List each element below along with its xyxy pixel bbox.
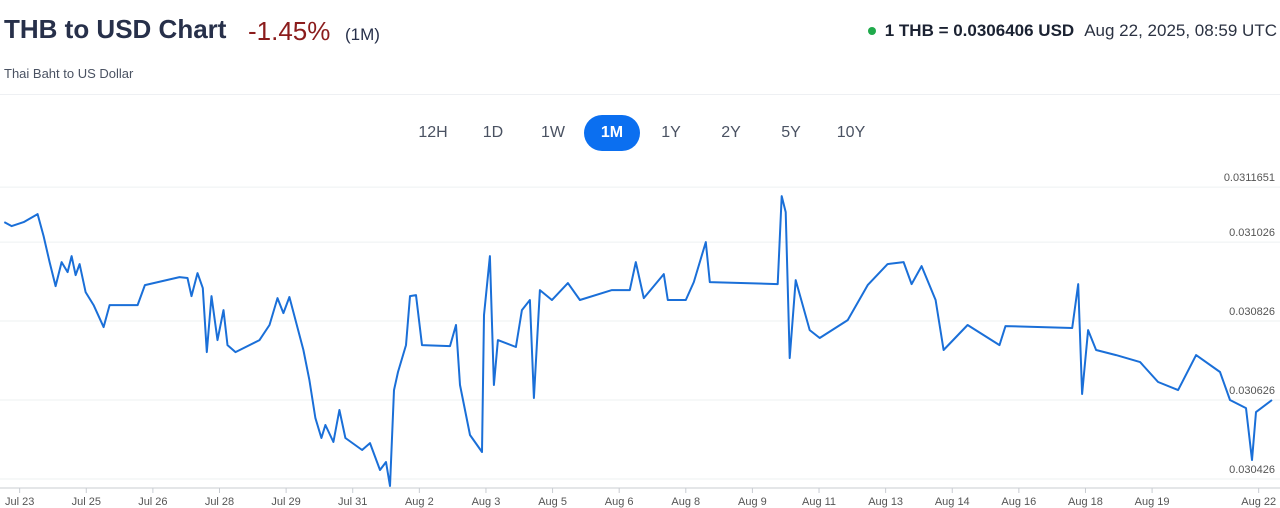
x-tick-label: Aug 9 — [738, 496, 767, 508]
range-button[interactable]: 2Y — [702, 115, 760, 151]
rate-box: 1 THB = 0.0306406 USD Aug 22, 2025, 08:5… — [867, 21, 1277, 41]
y-tick-label: 0.030826 — [1229, 306, 1275, 318]
period: (1M) — [345, 25, 380, 44]
x-tick-label: Aug 3 — [472, 496, 501, 508]
range-button[interactable]: 12H — [404, 115, 462, 151]
x-tick-label: Jul 23 — [5, 496, 34, 508]
range-button[interactable]: 10Y — [822, 115, 880, 151]
x-tick-label: Aug 16 — [1001, 496, 1036, 508]
price-line — [3, 195, 1273, 487]
timestamp: Aug 22, 2025, 08:59 UTC — [1084, 21, 1277, 40]
separator — [0, 94, 1280, 95]
rate: 1 THB = 0.0306406 USD — [884, 21, 1075, 40]
title: THB to USD Chart — [4, 14, 227, 44]
x-tick-label: Aug 8 — [671, 496, 700, 508]
y-tick-label: 0.030426 — [1229, 464, 1275, 476]
range-button[interactable]: 1Y — [642, 115, 700, 151]
subtitle: Thai Baht to US Dollar — [4, 66, 134, 81]
range-button[interactable]: 1M — [584, 115, 640, 151]
range-button[interactable]: 1W — [524, 115, 582, 151]
x-tick-label: Aug 5 — [538, 496, 567, 508]
x-tick-label: Aug 6 — [605, 496, 634, 508]
x-tick-label: Aug 18 — [1068, 496, 1103, 508]
status-dot — [867, 27, 876, 35]
change: -1.45% — [248, 16, 331, 46]
y-tick-label: 0.0311651 — [1224, 172, 1275, 184]
range-button[interactable]: 1D — [464, 115, 522, 151]
x-tick-label: Aug 11 — [802, 496, 836, 508]
x-tick-label: Jul 26 — [138, 496, 167, 508]
y-tick-label: 0.030626 — [1229, 385, 1275, 397]
range-button[interactable]: 5Y — [762, 115, 820, 151]
x-tick-label: Aug 22 — [1241, 496, 1276, 508]
x-tick-label: Aug 13 — [868, 496, 903, 508]
x-tick-label: Aug 19 — [1135, 496, 1170, 508]
x-tick-label: Aug 2 — [405, 496, 434, 508]
x-tick-label: Aug 14 — [935, 496, 970, 508]
x-tick-label: Jul 28 — [205, 496, 234, 508]
x-tick-label: Jul 29 — [271, 496, 300, 508]
y-tick-label: 0.031026 — [1229, 227, 1275, 239]
x-tick-label: Jul 31 — [338, 496, 367, 508]
range-selector: 12H 1D 1W 1M 1Y 2Y 5Y 10Y — [403, 115, 881, 151]
x-tick-label: Jul 25 — [72, 496, 101, 508]
